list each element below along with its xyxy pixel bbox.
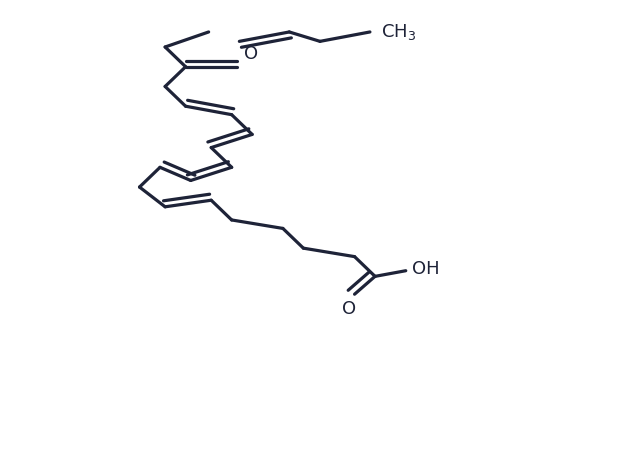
Text: O: O	[342, 300, 356, 318]
Text: O: O	[244, 45, 259, 63]
Text: CH$_3$: CH$_3$	[381, 22, 417, 42]
Text: OH: OH	[412, 260, 440, 278]
